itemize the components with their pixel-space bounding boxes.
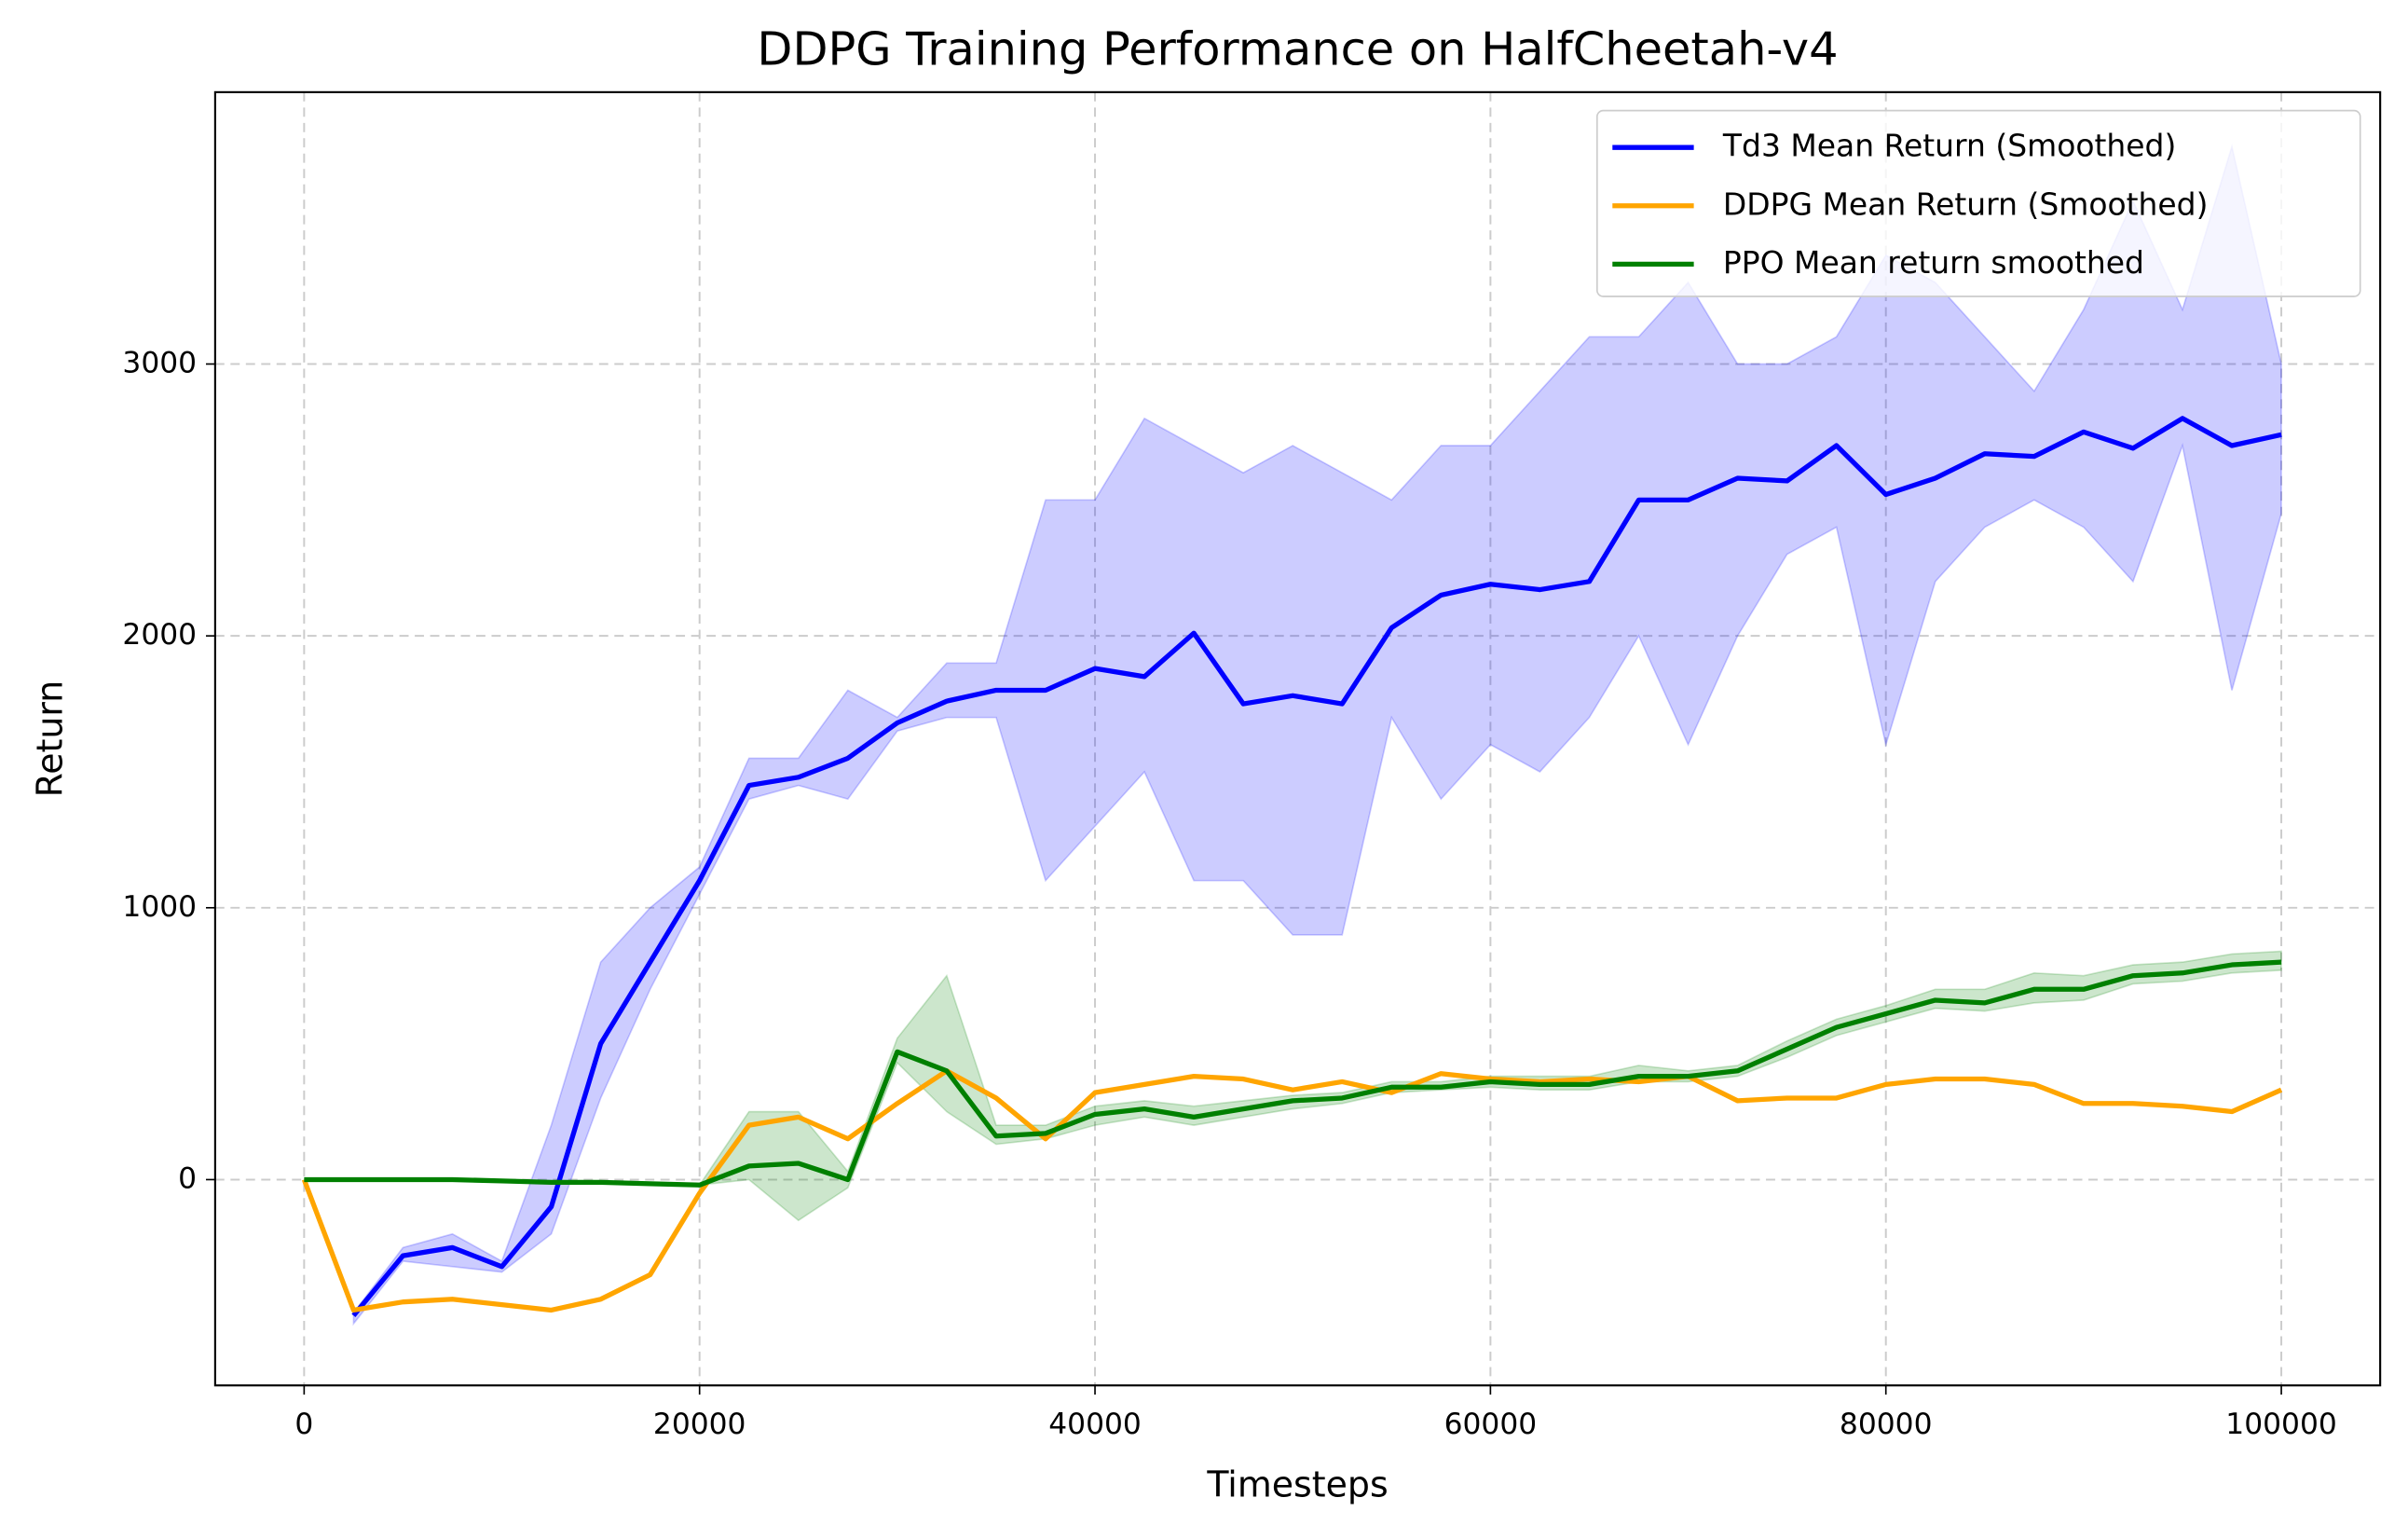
legend-box (1595, 109, 2361, 297)
y-tick-label: 3000 (122, 347, 197, 380)
x-tick-label: 0 (294, 1408, 313, 1441)
legend-label: PPO Mean return smoothed (1723, 244, 2144, 281)
legend-label: Td3 Mean Return (Smoothed) (1722, 128, 2176, 164)
chart-title: DDPG Training Performance on HalfCheetah… (757, 22, 1838, 76)
x-tick-label: 20000 (653, 1408, 746, 1441)
axes-frame (213, 90, 2382, 1387)
x-tick-label: 80000 (1840, 1408, 1933, 1441)
band (304, 950, 2282, 1222)
y-axis-label: Return (30, 680, 71, 798)
line (304, 959, 2282, 1188)
y-tick-label: 2000 (122, 618, 197, 652)
line (351, 416, 2282, 1317)
y-tick-label: 1000 (122, 890, 197, 924)
legend: Td3 Mean Return (Smoothed) DDPG Mean Retu… (1595, 109, 2361, 297)
line (301, 1068, 2283, 1313)
x-tick-label: 100000 (2225, 1408, 2336, 1441)
band (352, 143, 2282, 1326)
x-axis-label: Timesteps (1206, 1463, 1388, 1505)
x-tick-label: 60000 (1444, 1408, 1538, 1441)
legend-label: DDPG Mean Return (Smoothed) (1723, 186, 2209, 222)
x-tick-label: 40000 (1048, 1408, 1142, 1441)
y-tick-label: 0 (178, 1161, 197, 1195)
